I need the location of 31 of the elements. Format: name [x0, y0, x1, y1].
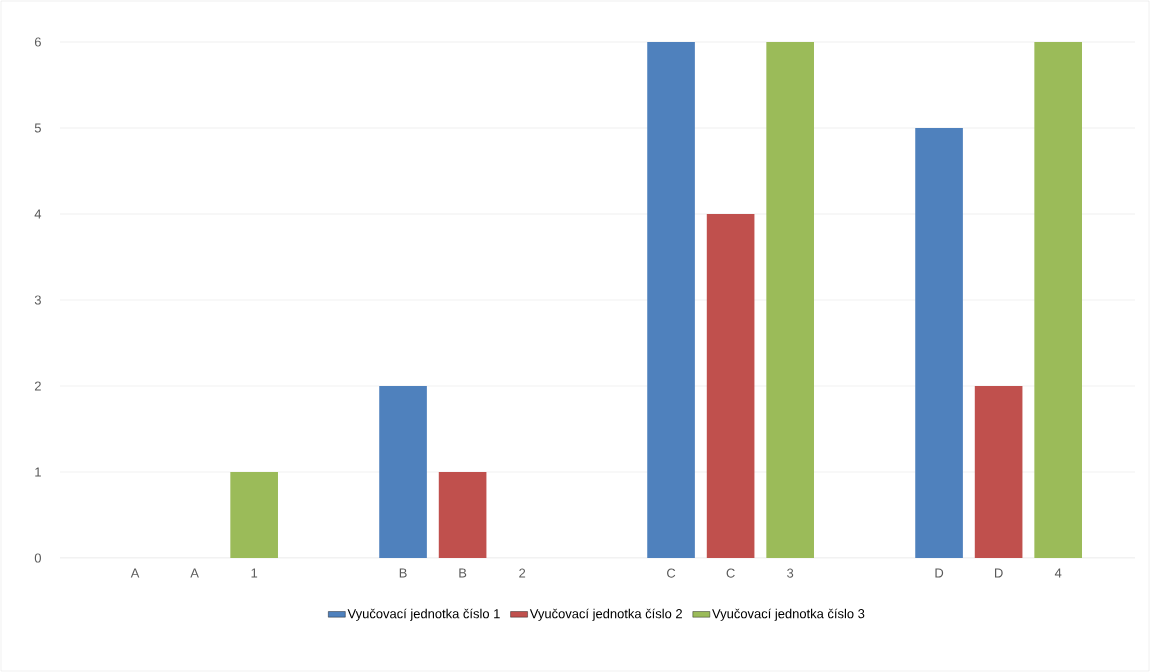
x-tick-label: B [459, 568, 467, 578]
bar [915, 128, 963, 558]
x-tick-label: 4 [1054, 568, 1062, 578]
y-tick-label: 3 [34, 295, 41, 305]
legend-label: Vyučovací jednotka číslo 1 [347, 608, 500, 621]
y-tick-label: 1 [35, 467, 41, 477]
y-tick-label: 5 [34, 123, 41, 133]
bar [230, 472, 278, 558]
x-tick-label: C [667, 568, 676, 578]
bar [1034, 42, 1082, 558]
legend-label: Vyučovací jednotka číslo 2 [529, 608, 682, 621]
x-tick-label: B [399, 568, 407, 578]
bar [974, 386, 1023, 558]
y-tick-label: 2 [34, 381, 41, 391]
x-tick-label: 3 [787, 568, 794, 578]
x-tick-label: 2 [519, 568, 526, 578]
bar [706, 214, 755, 558]
x-tick-label: D [995, 568, 1003, 578]
x-tick-label: 1 [251, 568, 258, 578]
x-tick-label: A [130, 568, 140, 578]
bar [379, 386, 427, 558]
y-tick-label: 0 [34, 553, 41, 563]
x-tick-label: C [726, 568, 735, 578]
y-tick-label: 6 [34, 37, 41, 47]
x-tick-label: D [935, 568, 944, 578]
x-tick-label: A [190, 568, 199, 578]
bar [647, 42, 695, 558]
bar [766, 42, 814, 558]
y-tick-label: 4 [34, 209, 42, 219]
legend-label: Vyučovací jednotka číslo 3 [712, 608, 865, 621]
bar [438, 472, 487, 558]
